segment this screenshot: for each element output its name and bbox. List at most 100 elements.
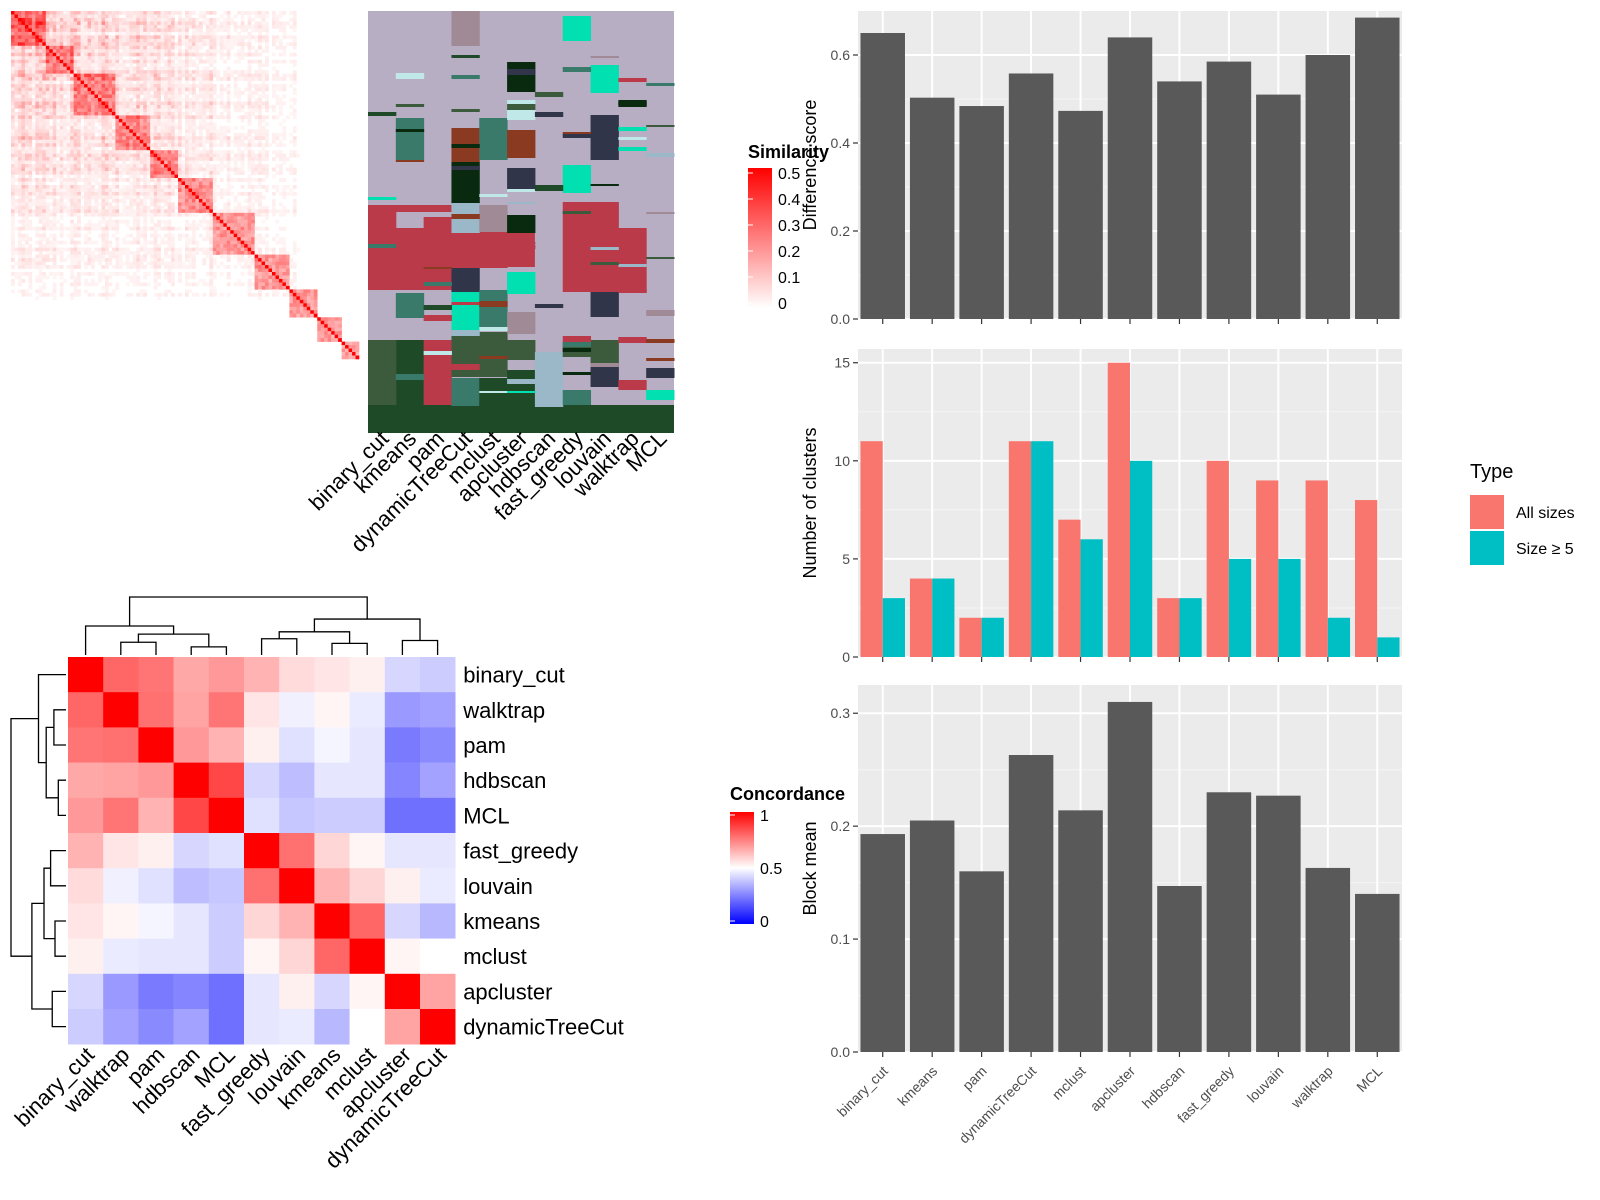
similarity-cell [202,167,207,172]
similarity-cell [171,45,175,50]
similarity-cell [87,254,92,259]
similarity-cell [28,244,33,248]
similarity-cell [84,237,88,241]
similarity-cell [171,17,175,22]
similarity-cell [198,73,203,78]
similarity-cell [157,191,161,196]
similarity-cell [108,164,113,168]
similarity-cell [14,171,19,175]
similarity-cell [118,153,123,158]
similarity-cell [49,24,54,29]
similarity-cell [139,14,144,19]
similarity-cell [164,132,168,137]
similarity-cell [42,35,47,40]
similarity-cell [164,94,168,99]
similarity-cell [132,94,137,99]
similarity-cell [265,226,269,231]
similarity-cell [178,157,182,161]
similarity-cell [73,265,78,269]
similarity-cell [237,132,241,137]
similarity-cell [11,181,15,186]
similarity-cell [188,223,193,228]
similarity-cell [209,268,214,273]
similarity-cell [178,38,182,43]
similarity-cell [66,136,71,141]
similarity-cell [45,174,50,179]
similarity-cell [275,258,280,262]
similarity-cell [115,178,120,182]
similarity-cell [104,185,109,189]
similarity-cell [139,132,144,137]
similarity-cell [94,101,99,106]
similarity-cell [205,150,210,154]
similarity-cell [247,143,252,148]
similarity-cell [198,77,203,81]
similarity-cell [49,240,54,245]
similarity-cell [14,115,19,120]
similarity-cell [66,63,71,67]
similarity-cell [198,181,203,186]
similarity-cell [171,11,175,15]
similarity-cell [52,73,57,78]
similarity-cell [42,63,47,67]
similarity-cell [84,139,88,144]
similarity-cell [157,59,161,64]
similarity-cell [178,275,182,280]
similarity-cell [153,129,158,134]
similarity-cell [198,35,203,40]
similarity-cell [56,153,61,158]
similarity-cell [118,247,123,252]
similarity-cell [77,139,81,144]
similarity-cell [240,136,245,141]
similarity-cell [11,150,15,154]
similarity-cell [125,129,130,134]
similarity-cell [247,198,252,203]
similarity-cell [70,265,74,269]
similarity-cell [111,59,116,64]
similarity-cell [282,45,287,50]
similarity-cell [17,226,22,231]
similarity-cell [111,129,116,134]
similarity-cell [272,52,276,57]
similarity-cell [157,212,161,217]
similarity-cell [38,209,43,214]
similarity-cell [209,265,214,269]
similarity-cell [188,73,193,78]
similarity-cell [278,101,283,106]
similarity-cell [87,104,92,109]
similarity-cell [233,153,238,158]
similarity-cell [104,265,109,269]
similarity-cell [66,45,71,50]
similarity-cell [212,84,217,88]
similarity-cell [146,146,151,151]
similarity-cell [160,157,165,161]
similarity-cell [129,205,134,210]
similarity-cell [129,233,134,238]
similarity-cell [31,66,36,71]
similarity-cell [11,87,15,92]
similarity-cell [157,167,161,172]
similarity-cell [292,251,297,255]
similarity-cell [38,195,43,200]
similarity-cell [63,153,67,158]
similarity-cell [70,77,74,81]
similarity-cell [56,31,61,36]
similarity-cell [38,77,43,81]
similarity-cell [188,35,193,40]
similarity-cell [70,49,74,54]
similarity-cell [87,49,92,54]
similarity-cell [101,115,106,120]
similarity-cell [80,129,85,134]
similarity-cell [115,42,120,47]
similarity-cell [226,104,231,109]
similarity-cell [98,202,102,207]
similarity-cell [101,118,106,123]
similarity-cell [84,240,88,245]
similarity-cell [129,80,134,85]
similarity-cell [45,49,50,54]
similarity-cell [178,111,182,116]
similarity-cell [188,63,193,67]
similarity-cell [77,265,81,269]
similarity-cell [111,171,116,175]
similarity-cell [160,115,165,120]
